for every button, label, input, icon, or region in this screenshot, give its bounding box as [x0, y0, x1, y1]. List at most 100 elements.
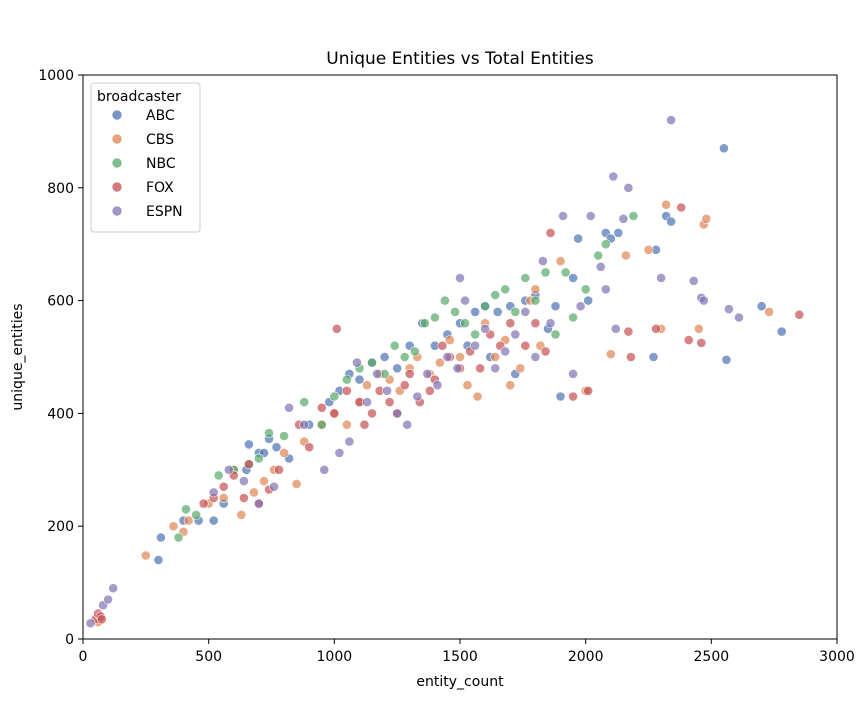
legend-items: ABC CBS NBC FOX ESPN	[111, 108, 183, 220]
data-point-nbc	[409, 346, 420, 357]
data-point-nbc	[530, 295, 541, 306]
data-point-fox	[696, 337, 707, 348]
data-point-espn	[610, 323, 621, 334]
data-point-nbc	[600, 239, 611, 250]
y-tick-label: 400	[47, 406, 74, 422]
data-point-nbc	[460, 318, 470, 329]
data-point-fox	[794, 309, 805, 320]
data-point-cbs	[434, 357, 445, 368]
data-point-abc	[721, 354, 732, 365]
data-point-espn	[392, 408, 403, 419]
data-point-fox	[274, 464, 284, 475]
data-point-fox	[540, 346, 551, 357]
data-point-espn	[269, 481, 279, 492]
y-tick-label: 0	[65, 632, 74, 648]
data-point-nbc	[367, 357, 377, 368]
data-point-abc	[208, 515, 219, 526]
data-point-cbs	[218, 493, 229, 503]
legend-label-abc: ABC	[146, 108, 175, 124]
data-point-cbs	[701, 213, 712, 224]
data-point-nbc	[173, 532, 184, 543]
data-point-espn	[334, 447, 345, 458]
data-point-espn	[362, 397, 372, 407]
data-point-espn	[432, 380, 443, 391]
data-point-nbc	[450, 306, 460, 317]
data-point-espn	[319, 464, 330, 475]
data-point-cbs	[341, 419, 352, 430]
data-point-fox	[341, 385, 352, 396]
data-point-fox	[651, 323, 661, 334]
data-point-cbs	[248, 487, 259, 498]
data-point-nbc	[510, 306, 521, 317]
data-point-espn	[344, 436, 355, 447]
data-point-fox	[359, 419, 370, 430]
data-point-espn	[734, 312, 744, 323]
data-point-cbs	[764, 306, 774, 317]
data-point-espn	[724, 304, 734, 314]
data-point-fox	[367, 408, 377, 419]
data-point-espn	[422, 368, 433, 379]
data-point-nbc	[299, 397, 310, 407]
data-point-fox	[243, 459, 254, 470]
x-tick-label: 3000	[819, 649, 855, 665]
data-point-nbc	[550, 329, 561, 340]
data-point-espn	[538, 256, 548, 266]
y-axis-label: unique_entities	[10, 303, 26, 410]
data-point-cbs	[362, 380, 372, 391]
data-point-abc	[392, 363, 403, 374]
data-point-nbc	[429, 312, 440, 323]
data-point-espn	[103, 594, 113, 605]
legend-label-fox: FOX	[146, 180, 174, 196]
points-layer	[85, 115, 805, 629]
data-point-cbs	[236, 510, 247, 520]
data-point-fox	[545, 227, 556, 238]
data-point-cbs	[515, 363, 526, 374]
data-point-fox	[623, 326, 634, 337]
data-point-espn	[284, 402, 294, 413]
x-tick-label: 2000	[568, 649, 604, 665]
data-point-abc	[666, 216, 676, 227]
data-point-espn	[656, 273, 666, 283]
data-point-cbs	[605, 349, 616, 360]
data-point-espn	[568, 368, 578, 379]
data-point-fox	[238, 493, 249, 503]
data-point-cbs	[530, 284, 541, 295]
legend-box	[90, 82, 201, 233]
data-point-espn	[558, 211, 568, 221]
data-point-espn	[490, 363, 501, 374]
data-point-abc	[470, 306, 480, 317]
data-point-espn	[666, 115, 676, 125]
data-point-cbs	[555, 256, 566, 266]
data-point-fox	[583, 385, 594, 396]
data-point-fox	[304, 442, 315, 453]
x-axis-label: entity_count	[416, 674, 504, 690]
data-point-fox	[424, 385, 435, 396]
data-point-nbc	[568, 312, 578, 323]
data-point-abc	[155, 532, 166, 543]
data-point-espn	[452, 363, 463, 374]
data-point-fox	[530, 318, 541, 329]
data-point-nbc	[316, 419, 327, 430]
data-point-espn	[253, 498, 264, 509]
data-point-fox	[399, 380, 410, 391]
y-tick-label: 600	[47, 294, 74, 310]
data-point-espn	[608, 171, 619, 182]
data-point-nbc	[279, 431, 289, 441]
data-point-abc	[550, 301, 561, 312]
data-point-espn	[85, 618, 96, 629]
data-point-fox	[96, 614, 107, 625]
legend-label-espn: ESPN	[146, 204, 183, 220]
data-point-nbc	[480, 301, 490, 312]
data-point-cbs	[472, 391, 483, 402]
data-point-abc	[776, 326, 787, 337]
legend-title: broadcaster	[97, 89, 181, 105]
data-point-nbc	[490, 290, 501, 300]
data-point-espn	[460, 295, 470, 306]
data-point-abc	[568, 273, 578, 283]
data-point-nbc	[253, 453, 264, 464]
data-point-cbs	[462, 380, 473, 391]
data-point-cbs	[490, 352, 501, 362]
data-point-espn	[545, 318, 556, 329]
data-point-fox	[626, 352, 636, 362]
